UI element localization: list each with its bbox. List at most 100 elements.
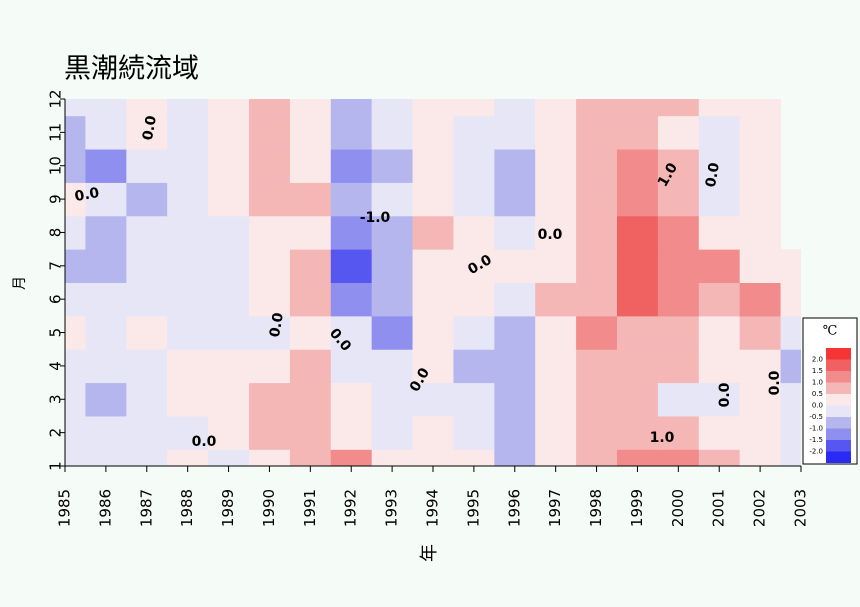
heat-cell bbox=[65, 449, 86, 466]
heat-cell bbox=[617, 249, 659, 283]
legend-swatch bbox=[826, 348, 851, 360]
heat-cell bbox=[453, 382, 495, 417]
heat-cell bbox=[535, 115, 577, 150]
x-tick-label: 2000 bbox=[669, 489, 687, 527]
heat-cell bbox=[85, 99, 127, 117]
heat-cell bbox=[617, 382, 659, 417]
heat-cell bbox=[412, 415, 454, 450]
heat-cell bbox=[289, 249, 332, 283]
heat-cell bbox=[330, 215, 373, 250]
heat-cell bbox=[617, 282, 659, 317]
heat-cell bbox=[739, 149, 782, 183]
heat-cell bbox=[371, 249, 414, 283]
heat-cell bbox=[657, 315, 700, 350]
heat-cell bbox=[453, 449, 495, 466]
heat-cell bbox=[289, 415, 332, 450]
heat-cell bbox=[780, 249, 801, 283]
heat-cell bbox=[371, 182, 414, 217]
heat-cell bbox=[657, 115, 700, 150]
heat-cell bbox=[249, 382, 291, 417]
heat-cell bbox=[126, 149, 168, 183]
heat-cell bbox=[698, 349, 741, 384]
heat-cell bbox=[576, 449, 618, 466]
heat-cell bbox=[576, 215, 618, 250]
heat-cell bbox=[698, 449, 741, 466]
heat-cell bbox=[657, 415, 700, 450]
contour-label: 1.0 bbox=[650, 430, 675, 446]
heat-cell bbox=[576, 349, 618, 384]
heat-cell bbox=[780, 415, 801, 450]
heat-cell bbox=[126, 115, 168, 150]
legend-swatch bbox=[826, 359, 851, 371]
heat-cell bbox=[739, 449, 782, 466]
heat-cell bbox=[453, 249, 495, 283]
heat-cell bbox=[330, 249, 373, 283]
legend-swatch bbox=[826, 417, 851, 429]
x-tick-label: 1997 bbox=[546, 489, 564, 527]
heat-cell bbox=[780, 449, 801, 466]
heat-cell bbox=[739, 182, 782, 217]
x-tick-label: 2003 bbox=[792, 489, 810, 527]
heat-cell bbox=[657, 382, 700, 417]
heat-cell bbox=[535, 249, 577, 283]
heat-cell bbox=[780, 382, 801, 417]
heat-cell bbox=[698, 415, 741, 450]
heat-cell bbox=[249, 315, 291, 350]
heat-cell bbox=[739, 349, 782, 384]
heat-cell bbox=[780, 282, 801, 317]
heat-cell bbox=[249, 349, 291, 384]
heat-cell bbox=[494, 99, 536, 117]
x-tick-label: 2001 bbox=[710, 489, 728, 527]
heat-cell bbox=[126, 182, 168, 217]
heat-cell bbox=[698, 282, 741, 317]
heat-cell bbox=[617, 149, 659, 183]
legend-swatch bbox=[826, 394, 851, 406]
heat-cell bbox=[208, 149, 250, 183]
contour-label: 0.0 bbox=[717, 382, 733, 407]
heat-cell bbox=[65, 249, 86, 283]
heat-cell bbox=[657, 449, 700, 466]
x-tick-label: 1995 bbox=[464, 489, 482, 527]
heat-cell bbox=[453, 415, 495, 450]
y-tick-label: 1 bbox=[47, 461, 65, 471]
heat-cell bbox=[289, 349, 332, 384]
heat-cell bbox=[126, 449, 168, 466]
contour-label: 0.0 bbox=[192, 434, 217, 450]
heat-cell bbox=[698, 315, 741, 350]
heat-cell bbox=[65, 215, 86, 250]
x-tick-label: 1998 bbox=[587, 489, 605, 527]
y-tick-label: 8 bbox=[47, 228, 65, 238]
heat-cell bbox=[126, 415, 168, 450]
heat-cell bbox=[739, 415, 782, 450]
x-tick-label: 1996 bbox=[505, 489, 523, 527]
legend-label: 0.5 bbox=[812, 390, 823, 398]
heat-cell bbox=[85, 315, 127, 350]
heat-cell bbox=[412, 282, 454, 317]
heat-cell bbox=[617, 349, 659, 384]
heat-cell bbox=[780, 349, 801, 384]
heat-cell bbox=[208, 349, 250, 384]
heat-cell bbox=[126, 249, 168, 283]
heat-cell bbox=[657, 215, 700, 250]
heat-cell bbox=[208, 415, 250, 450]
heat-cell bbox=[208, 382, 250, 417]
heat-cell bbox=[453, 149, 495, 183]
x-axis-label: 年 bbox=[419, 544, 440, 562]
heat-cell bbox=[289, 215, 332, 250]
heat-cell bbox=[289, 282, 332, 317]
heat-cell bbox=[617, 215, 659, 250]
heat-cell bbox=[167, 182, 209, 217]
heat-cell bbox=[739, 282, 782, 317]
heat-cell bbox=[657, 99, 700, 117]
legend-label: 1.0 bbox=[812, 379, 823, 387]
heat-cell bbox=[167, 349, 209, 384]
heat-cell bbox=[535, 182, 577, 217]
legend-label: -0.5 bbox=[809, 413, 823, 421]
contour-label: 0.0 bbox=[703, 161, 723, 188]
heat-cell bbox=[453, 282, 495, 317]
heat-cell bbox=[85, 249, 127, 283]
heat-cell bbox=[576, 382, 618, 417]
heat-cell bbox=[65, 149, 86, 183]
y-tick-label: 3 bbox=[47, 394, 65, 404]
